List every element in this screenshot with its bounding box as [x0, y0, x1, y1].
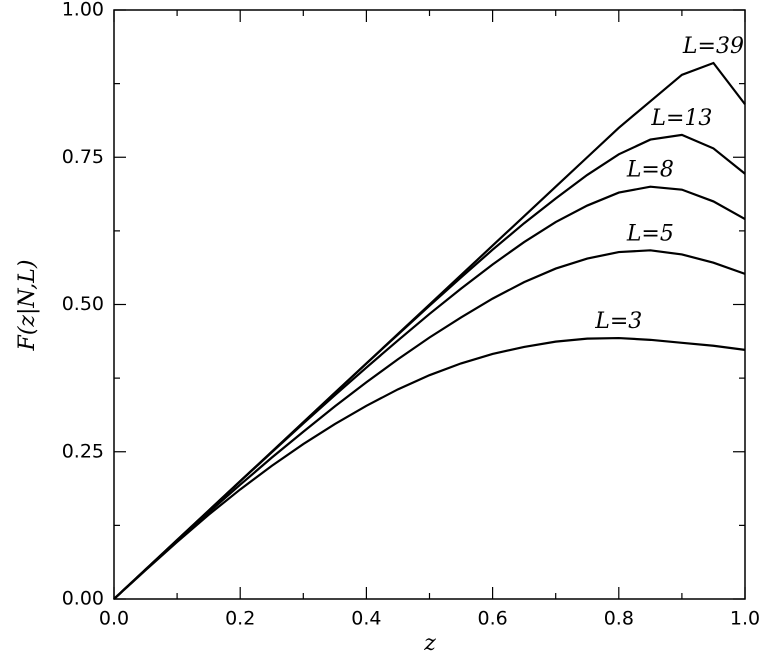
series-line [113, 185, 746, 600]
y-axis-label: F(z|N,L) [15, 260, 40, 352]
series-label: L=8 [626, 158, 674, 183]
y-tick-label: 0.25 [62, 440, 104, 462]
x-tick-label: 0.4 [351, 608, 381, 630]
series-line [113, 336, 746, 600]
y-tick-label: 0.75 [62, 146, 104, 168]
y-tick-label: 1.00 [62, 0, 104, 21]
series-line [113, 249, 746, 600]
x-tick-label: 0.0 [99, 608, 129, 630]
x-axis-label: z [423, 631, 436, 656]
x-tick-label: 0.6 [477, 608, 507, 630]
x-tick-label: 0.2 [225, 608, 255, 630]
series-label: L=5 [626, 221, 674, 246]
y-tick-label: 0.00 [62, 588, 104, 610]
series-label: L=13 [650, 106, 712, 131]
x-tick-label: 0.8 [604, 608, 634, 630]
x-tick-label: 1.0 [730, 608, 760, 630]
series-label: L=3 [594, 309, 642, 334]
series-line [113, 133, 746, 600]
series-label: L=39 [682, 34, 744, 59]
y-tick-label: 0.50 [62, 293, 104, 315]
series-line [113, 61, 746, 600]
